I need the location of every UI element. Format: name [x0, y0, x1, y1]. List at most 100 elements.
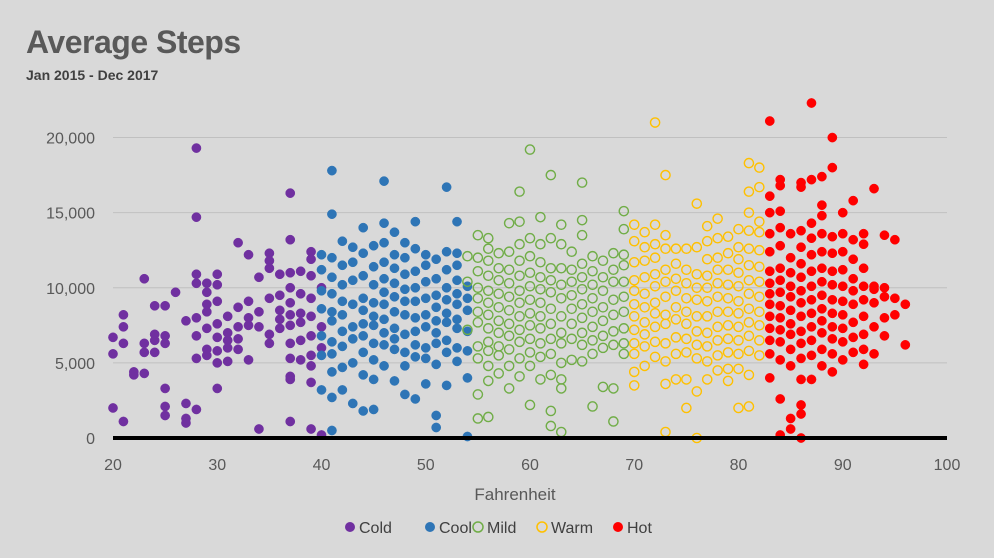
data-point — [452, 343, 462, 353]
data-point — [890, 234, 900, 245]
data-point — [347, 242, 358, 253]
data-point — [327, 272, 337, 283]
data-point — [608, 276, 619, 288]
data-point — [482, 345, 494, 357]
data-point — [712, 291, 723, 303]
data-point — [545, 274, 557, 286]
data-point — [639, 329, 650, 340]
data-point — [327, 165, 337, 176]
data-point — [775, 355, 786, 365]
x-tick-label: 40 — [313, 457, 331, 474]
data-point — [827, 334, 838, 344]
data-point — [441, 246, 452, 257]
data-point — [712, 306, 723, 318]
data-point — [817, 200, 827, 211]
data-point — [733, 402, 744, 414]
data-point — [545, 169, 557, 181]
data-point — [618, 291, 630, 303]
data-point — [712, 365, 723, 376]
data-point — [618, 348, 630, 360]
data-point — [837, 337, 848, 347]
legend-label: Warm — [551, 520, 593, 537]
data-point — [639, 255, 650, 267]
data-point — [576, 339, 588, 351]
data-point — [785, 424, 796, 434]
data-point — [462, 324, 473, 336]
data-point — [649, 252, 661, 264]
data-point — [503, 360, 515, 372]
data-point — [201, 323, 212, 334]
data-point — [587, 321, 598, 333]
data-point — [400, 309, 410, 320]
data-point — [712, 213, 723, 224]
data-point — [524, 232, 536, 244]
data-point — [712, 350, 723, 361]
data-point — [306, 350, 316, 361]
data-point — [358, 222, 369, 233]
data-point — [639, 288, 650, 300]
data-point — [410, 312, 421, 323]
data-point — [514, 311, 525, 322]
data-point — [681, 264, 692, 276]
data-point — [649, 351, 661, 363]
data-point — [233, 321, 243, 332]
data-point — [191, 404, 202, 415]
data-point — [733, 363, 744, 375]
data-point — [785, 291, 796, 302]
data-point — [222, 356, 233, 367]
data-point — [827, 231, 838, 242]
data-point — [837, 228, 848, 239]
data-point — [837, 264, 848, 275]
data-point — [628, 380, 640, 391]
data-point — [431, 254, 442, 265]
data-point — [701, 327, 713, 339]
data-point — [796, 400, 806, 410]
data-point — [576, 356, 588, 367]
data-point — [462, 293, 473, 304]
data-point — [482, 309, 494, 321]
data-point — [493, 315, 505, 327]
data-point — [503, 383, 515, 394]
data-point — [545, 369, 557, 381]
data-point — [452, 323, 462, 334]
data-point — [118, 309, 129, 320]
data-point — [587, 401, 598, 412]
data-point — [358, 347, 369, 358]
data-point — [796, 272, 806, 283]
data-point — [347, 334, 358, 344]
data-point — [400, 347, 410, 358]
data-point — [316, 330, 327, 341]
data-point — [817, 171, 827, 182]
data-point — [368, 311, 379, 322]
data-point — [545, 318, 557, 330]
data-point — [691, 326, 703, 337]
data-point — [524, 333, 536, 345]
data-point — [722, 333, 734, 345]
data-point — [806, 233, 817, 244]
data-point — [243, 249, 254, 260]
data-point — [233, 302, 243, 313]
data-point — [660, 276, 671, 288]
data-point — [337, 309, 348, 320]
data-point — [514, 297, 525, 309]
data-point — [681, 243, 692, 255]
data-point — [837, 323, 848, 334]
data-point — [743, 401, 755, 412]
legend-marker — [613, 522, 623, 532]
data-point — [587, 292, 598, 304]
data-point — [754, 216, 765, 227]
data-point — [785, 267, 796, 278]
data-point — [555, 338, 567, 349]
data-point — [566, 276, 578, 288]
data-point — [358, 270, 369, 281]
data-point — [410, 266, 421, 277]
data-point — [368, 261, 379, 272]
series-hot — [764, 98, 911, 443]
data-point — [420, 249, 431, 260]
data-point — [358, 406, 369, 416]
data-point — [764, 278, 775, 289]
data-point — [400, 329, 410, 340]
data-point — [347, 358, 358, 368]
data-point — [566, 333, 578, 345]
data-point — [524, 308, 536, 319]
